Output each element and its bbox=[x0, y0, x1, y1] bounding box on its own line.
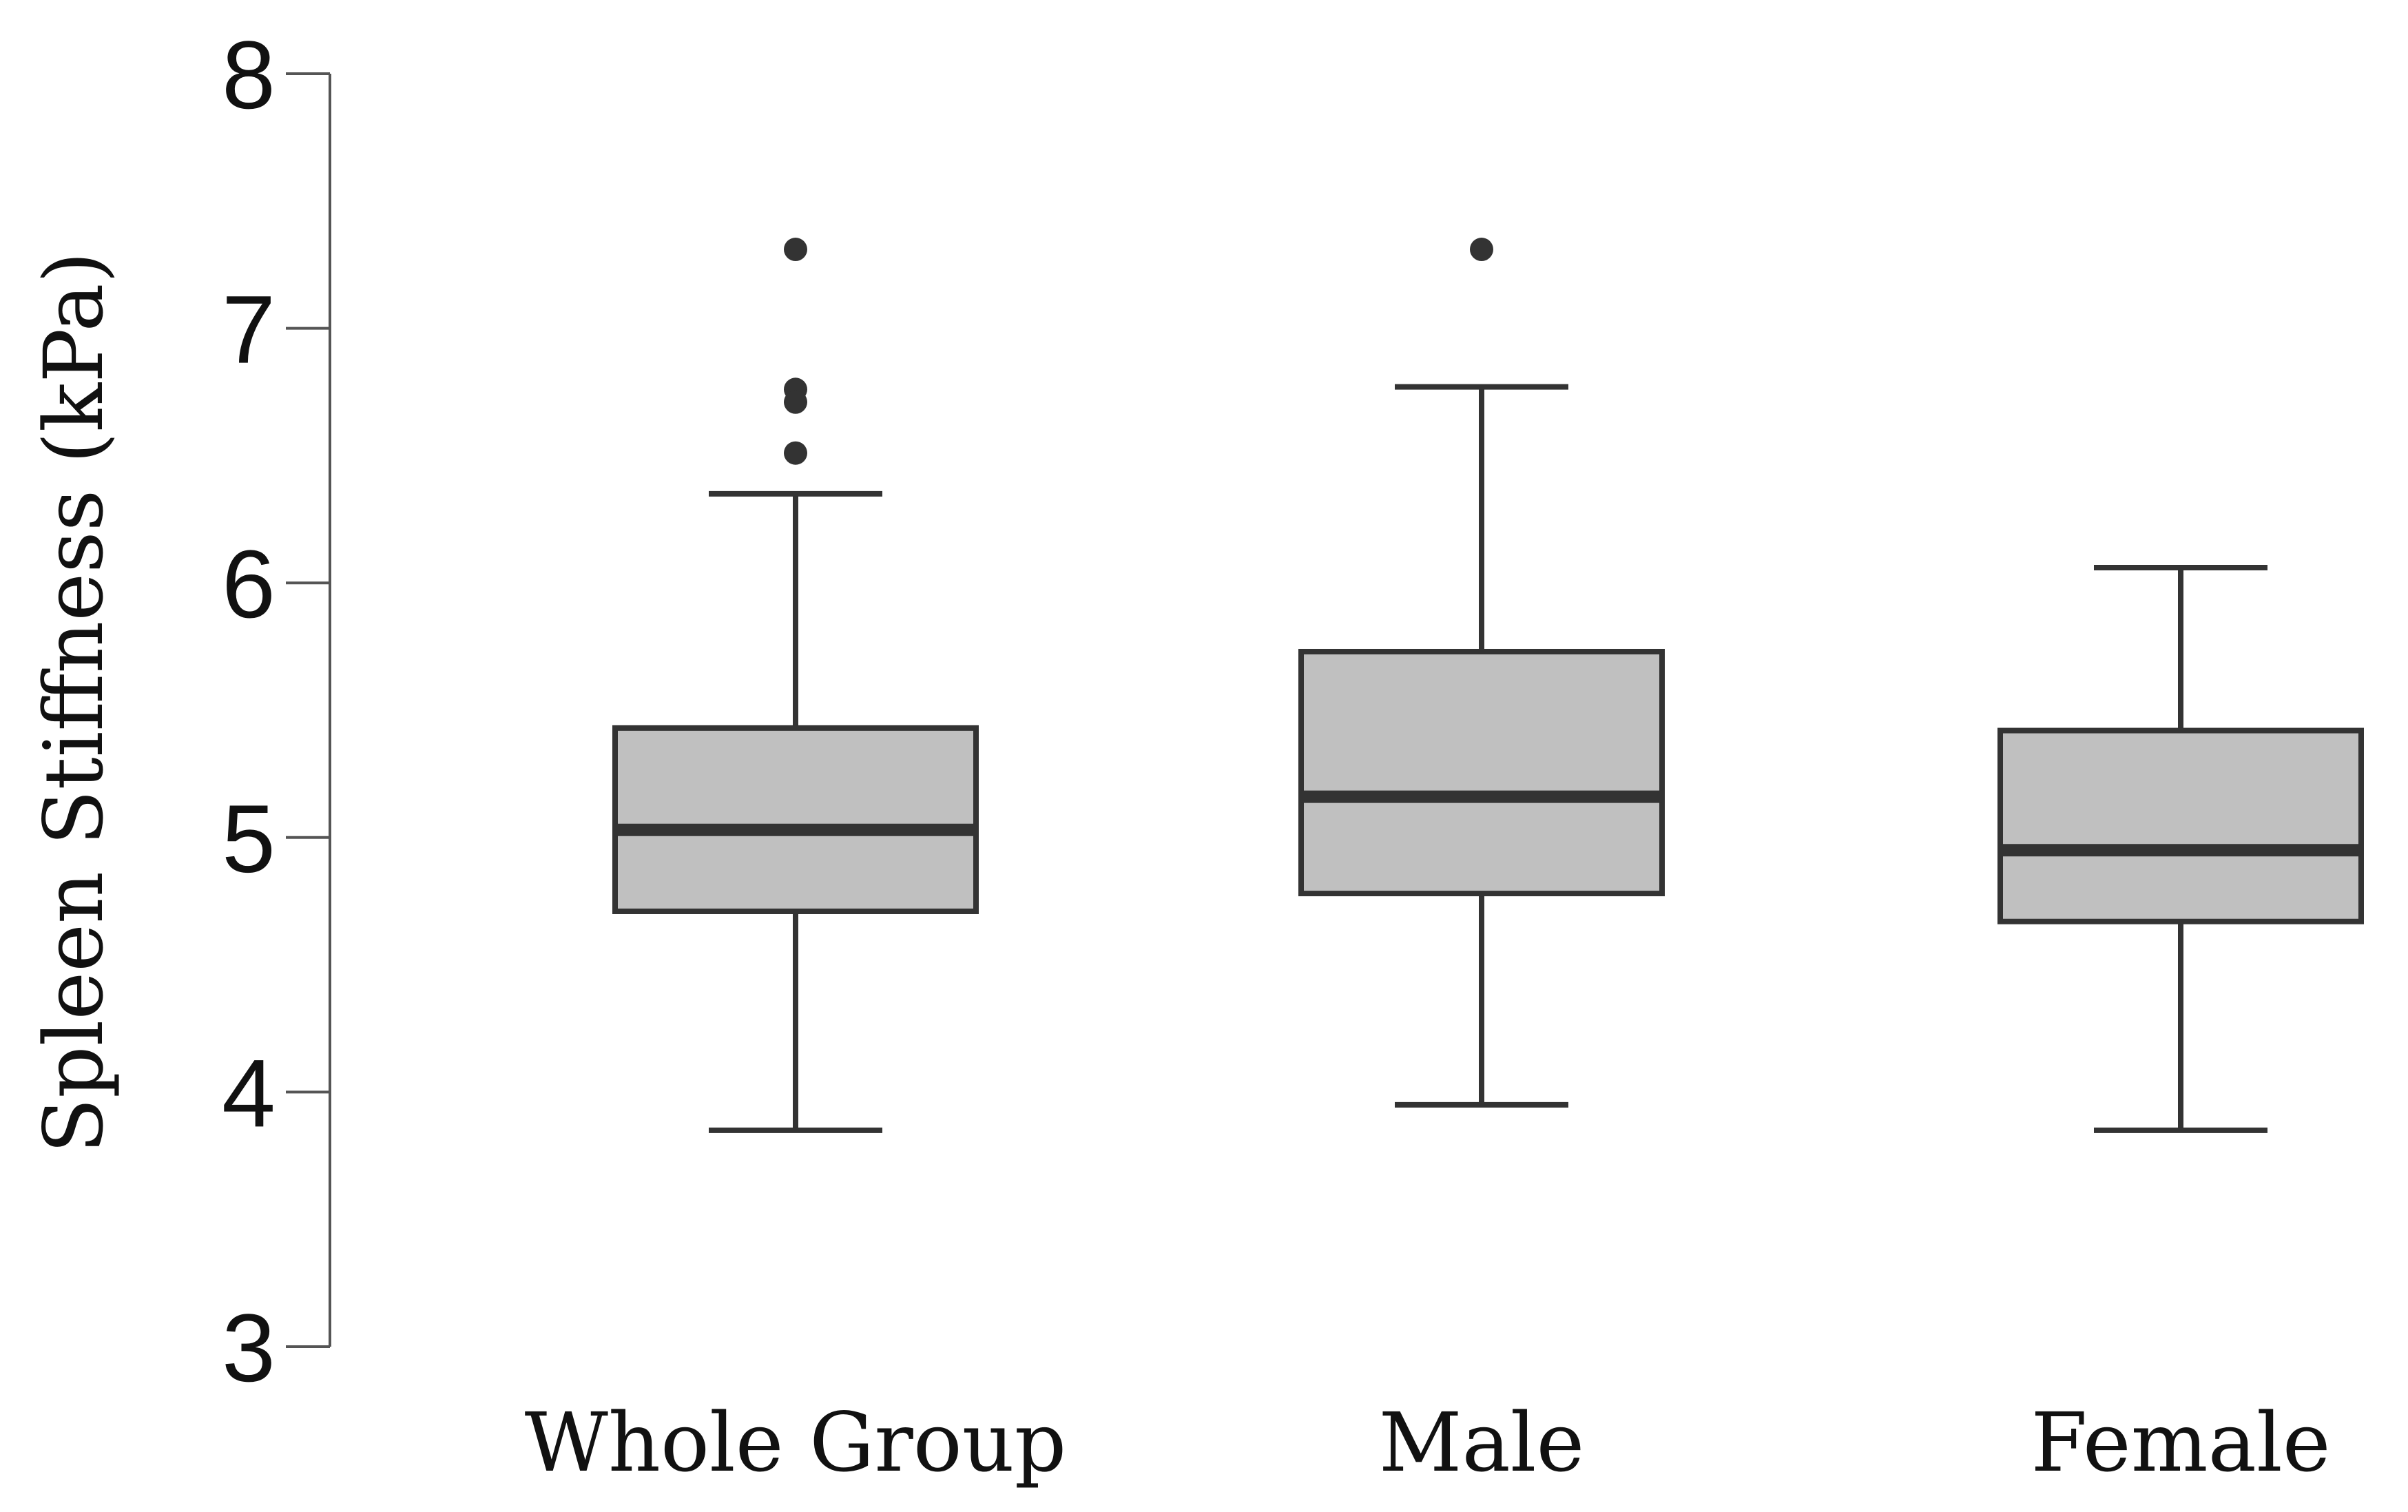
box-group bbox=[1997, 565, 2364, 1133]
y-tick-label: 4 bbox=[222, 1039, 276, 1147]
iqr-box bbox=[612, 725, 979, 914]
x-category-label: Female bbox=[2031, 1395, 2330, 1490]
box-group bbox=[612, 238, 979, 1133]
outlier-point bbox=[784, 390, 807, 414]
y-axis: 3 4 5 6 7 8 bbox=[222, 21, 331, 1402]
x-axis-labels: Whole Group Male Female bbox=[525, 1395, 2331, 1490]
iqr-box bbox=[1997, 727, 2364, 924]
boxes bbox=[612, 238, 2364, 1133]
x-category-label: Whole Group bbox=[525, 1395, 1067, 1490]
y-tick-label: 8 bbox=[222, 21, 276, 129]
y-tick-label: 5 bbox=[222, 785, 276, 893]
outlier-point bbox=[1470, 238, 1493, 262]
outlier-point bbox=[784, 441, 807, 465]
outlier-point bbox=[784, 238, 807, 262]
y-tick-label: 7 bbox=[222, 276, 276, 384]
iqr-box bbox=[1298, 648, 1665, 897]
y-tick-label: 6 bbox=[222, 530, 276, 638]
y-axis-title: Spleen Stiffness (kPa) bbox=[26, 251, 121, 1154]
x-category-label: Male bbox=[1379, 1395, 1585, 1490]
box-group bbox=[1298, 238, 1665, 1108]
y-tick-label: 3 bbox=[222, 1294, 276, 1402]
